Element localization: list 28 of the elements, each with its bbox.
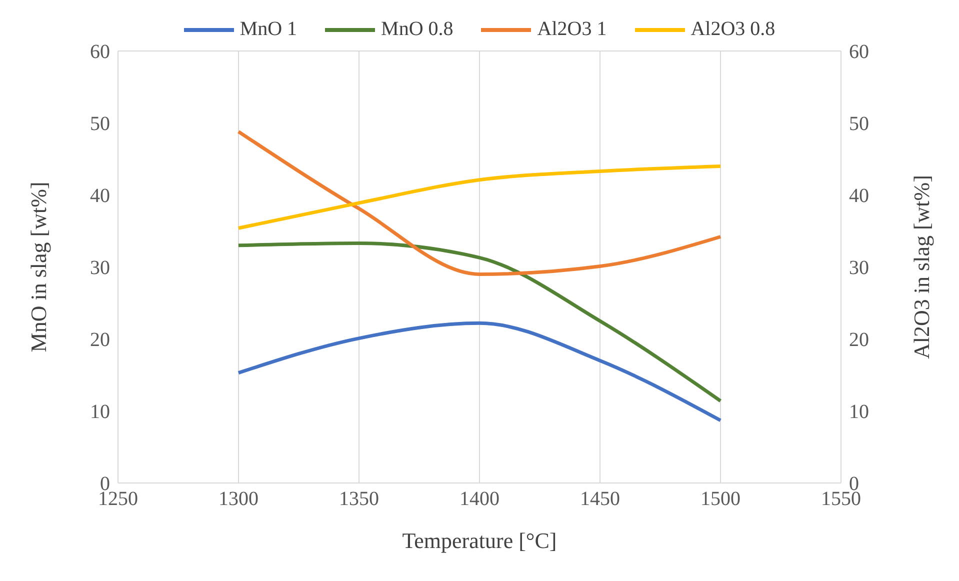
y-tick-label: 20 — [90, 329, 110, 352]
line-series — [236, 164, 722, 230]
line-series — [236, 130, 722, 276]
y2-tick-label: 30 — [849, 257, 869, 280]
x-tick-label: 1500 — [700, 488, 740, 510]
y-tick-label: 40 — [90, 185, 110, 208]
line-series — [236, 321, 722, 422]
legend-label: Al2O3 0.8 — [690, 18, 776, 41]
x-tick-label: 1450 — [580, 488, 620, 510]
x-tick-label: 1350 — [339, 488, 379, 510]
y-tick-label: 60 — [90, 41, 110, 64]
line-series — [236, 241, 722, 403]
legend-label: MnO 0.8 — [381, 18, 454, 41]
y2-tick-label: 50 — [849, 113, 869, 136]
y-tick-label: 30 — [90, 257, 110, 280]
y2-axis-title: Al2O3 in slag [wt%] — [908, 175, 934, 359]
x-tick-label: 1300 — [218, 488, 258, 510]
y2-tick-label: 60 — [849, 41, 869, 64]
legend-label: Al2O3 1 — [537, 18, 607, 41]
y-tick-label: 50 — [90, 113, 110, 136]
y2-tick-label: 40 — [849, 185, 869, 208]
y-tick-label: 10 — [90, 401, 110, 424]
y-axis-title: MnO in slag [wt%] — [26, 182, 51, 352]
legend-label: MnO 1 — [240, 18, 298, 41]
x-tick-label: 1400 — [460, 488, 500, 510]
x-axis-title: Temperature [°C] — [402, 528, 557, 553]
y2-tick-label: 20 — [849, 329, 869, 352]
y2-tick-label: 10 — [849, 401, 869, 424]
